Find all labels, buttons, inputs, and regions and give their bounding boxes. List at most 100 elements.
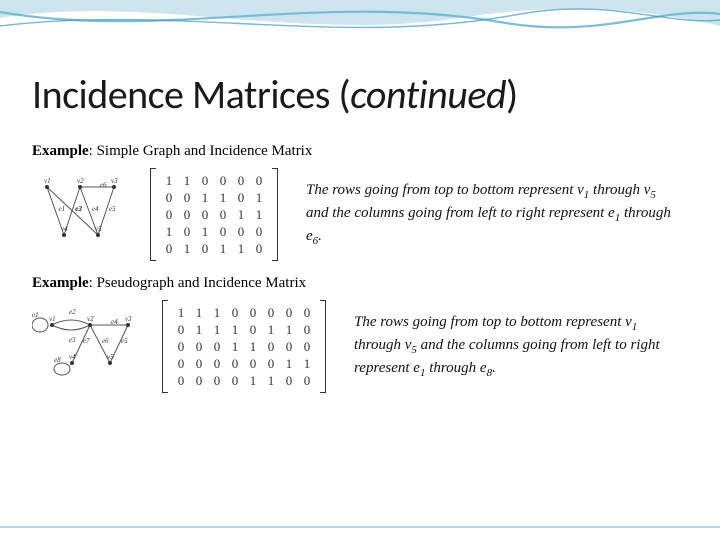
matrix-cell: 1 xyxy=(178,240,196,257)
example1-label-rest: : Simple Graph and Incidence Matrix xyxy=(89,143,313,159)
wave-decoration xyxy=(0,0,720,60)
matrix-cell: 0 xyxy=(298,338,316,355)
matrix-grid: 110000001101000011101000010110 xyxy=(156,168,272,261)
matrix-cell: 0 xyxy=(160,206,178,223)
matrix-cell: 0 xyxy=(280,372,298,389)
desc-text: . xyxy=(318,228,322,244)
desc-text: through v xyxy=(354,337,411,353)
matrix-cell: 1 xyxy=(196,223,214,240)
matrix-cell: 1 xyxy=(208,304,226,321)
svg-text:v5: v5 xyxy=(95,225,102,233)
matrix-cell: 1 xyxy=(226,338,244,355)
svg-text:e4: e4 xyxy=(111,318,118,326)
svg-text:v3: v3 xyxy=(111,177,118,185)
matrix-cell: 0 xyxy=(190,372,208,389)
matrix-cell: 1 xyxy=(244,338,262,355)
matrix-cell: 0 xyxy=(244,304,262,321)
matrix-cell: 1 xyxy=(262,372,280,389)
matrix-cell: 1 xyxy=(160,223,178,240)
matrix-cell: 1 xyxy=(160,172,178,189)
matrix-cell: 1 xyxy=(178,172,196,189)
matrix-cell: 1 xyxy=(196,189,214,206)
svg-text:e1: e1 xyxy=(32,311,39,319)
matrix-cell: 1 xyxy=(232,240,250,257)
page-title: Incidence Matrices (continued) xyxy=(32,70,688,119)
matrix-cell: 1 xyxy=(262,321,280,338)
svg-text:e3: e3 xyxy=(75,205,82,213)
matrix-cell: 0 xyxy=(250,240,268,257)
matrix-cell: 0 xyxy=(172,372,190,389)
matrix-cell: 0 xyxy=(196,240,214,257)
matrix-cell: 1 xyxy=(298,355,316,372)
matrix-cell: 0 xyxy=(196,206,214,223)
matrix-cell: 1 xyxy=(190,304,208,321)
matrix-cell: 1 xyxy=(190,321,208,338)
svg-text:v2: v2 xyxy=(87,315,94,323)
matrix-cell: 0 xyxy=(250,172,268,189)
matrix-cell: 1 xyxy=(244,372,262,389)
svg-text:v3: v3 xyxy=(125,315,132,323)
desc-text: through v xyxy=(589,182,650,198)
matrix-cell: 0 xyxy=(262,355,280,372)
matrix-cell: 1 xyxy=(172,304,190,321)
matrix-cell: 0 xyxy=(160,189,178,206)
svg-text:v1: v1 xyxy=(44,177,51,185)
svg-text:e8: e8 xyxy=(54,356,61,364)
matrix-cell: 0 xyxy=(190,338,208,355)
desc-sub: 1 xyxy=(632,321,638,333)
matrix-cell: 0 xyxy=(232,189,250,206)
desc-sub: 5 xyxy=(650,189,656,201)
svg-text:e5: e5 xyxy=(109,205,116,213)
matrix-cell: 0 xyxy=(208,338,226,355)
matrix-cell: 0 xyxy=(250,223,268,240)
matrix-cell: 1 xyxy=(214,189,232,206)
example2-matrix: 1110000001110110000110000000001100001100 xyxy=(162,300,326,393)
svg-text:e6: e6 xyxy=(100,181,107,189)
desc-text: . xyxy=(492,360,496,376)
example2-label-rest: : Pseudograph and Incidence Matrix xyxy=(89,275,306,291)
bottom-accent-line xyxy=(0,526,720,528)
matrix-cell: 0 xyxy=(298,372,316,389)
svg-text:e1: e1 xyxy=(59,205,66,213)
example1-matrix: 110000001101000011101000010110 xyxy=(150,168,278,261)
matrix-cell: 0 xyxy=(178,189,196,206)
desc-text: The rows going from top to bottom repres… xyxy=(306,182,584,198)
matrix-cell: 0 xyxy=(298,321,316,338)
matrix-cell: 0 xyxy=(226,372,244,389)
matrix-cell: 0 xyxy=(172,355,190,372)
matrix-cell: 0 xyxy=(208,372,226,389)
matrix-cell: 0 xyxy=(178,223,196,240)
matrix-cell: 0 xyxy=(196,172,214,189)
matrix-cell: 0 xyxy=(298,304,316,321)
svg-text:v4: v4 xyxy=(69,353,76,361)
desc-text: The rows going from top to bottom repres… xyxy=(354,314,632,330)
matrix-cell: 1 xyxy=(214,240,232,257)
svg-text:v5: v5 xyxy=(107,353,114,361)
svg-text:e5: e5 xyxy=(121,337,128,345)
matrix-bracket-right xyxy=(272,168,278,261)
example1-graph: e1e2e3e4e5e6v1v2v3v4v5 xyxy=(32,173,132,256)
matrix-cell: 0 xyxy=(214,172,232,189)
matrix-cell: 1 xyxy=(208,321,226,338)
matrix-cell: 1 xyxy=(250,206,268,223)
matrix-cell: 0 xyxy=(280,304,298,321)
example1-label: Example: Simple Graph and Incidence Matr… xyxy=(32,143,688,160)
title-close: ) xyxy=(506,70,518,119)
example2-label-bold: Example xyxy=(32,275,89,291)
svg-text:v2: v2 xyxy=(77,177,84,185)
title-italic: continued xyxy=(350,70,506,119)
matrix-cell: 0 xyxy=(160,240,178,257)
matrix-cell: 1 xyxy=(280,321,298,338)
matrix-cell: 0 xyxy=(214,206,232,223)
example2-graph: e1e8e2e3e4e5e6e7v1v2v3v4v5 xyxy=(32,307,144,386)
matrix-cell: 0 xyxy=(226,304,244,321)
example1-description: The rows going from top to bottom repres… xyxy=(296,180,688,249)
matrix-cell: 1 xyxy=(232,206,250,223)
example2-row: e1e8e2e3e4e5e6e7v1v2v3v4v5 1110000001110… xyxy=(32,300,688,393)
matrix-grid: 1110000001110110000110000000001100001100 xyxy=(168,300,320,393)
title-main: Incidence Matrices ( xyxy=(32,70,350,119)
svg-text:e2: e2 xyxy=(69,308,76,316)
svg-text:e6: e6 xyxy=(102,337,109,345)
svg-text:e4: e4 xyxy=(92,205,99,213)
example1-label-bold: Example xyxy=(32,143,89,159)
